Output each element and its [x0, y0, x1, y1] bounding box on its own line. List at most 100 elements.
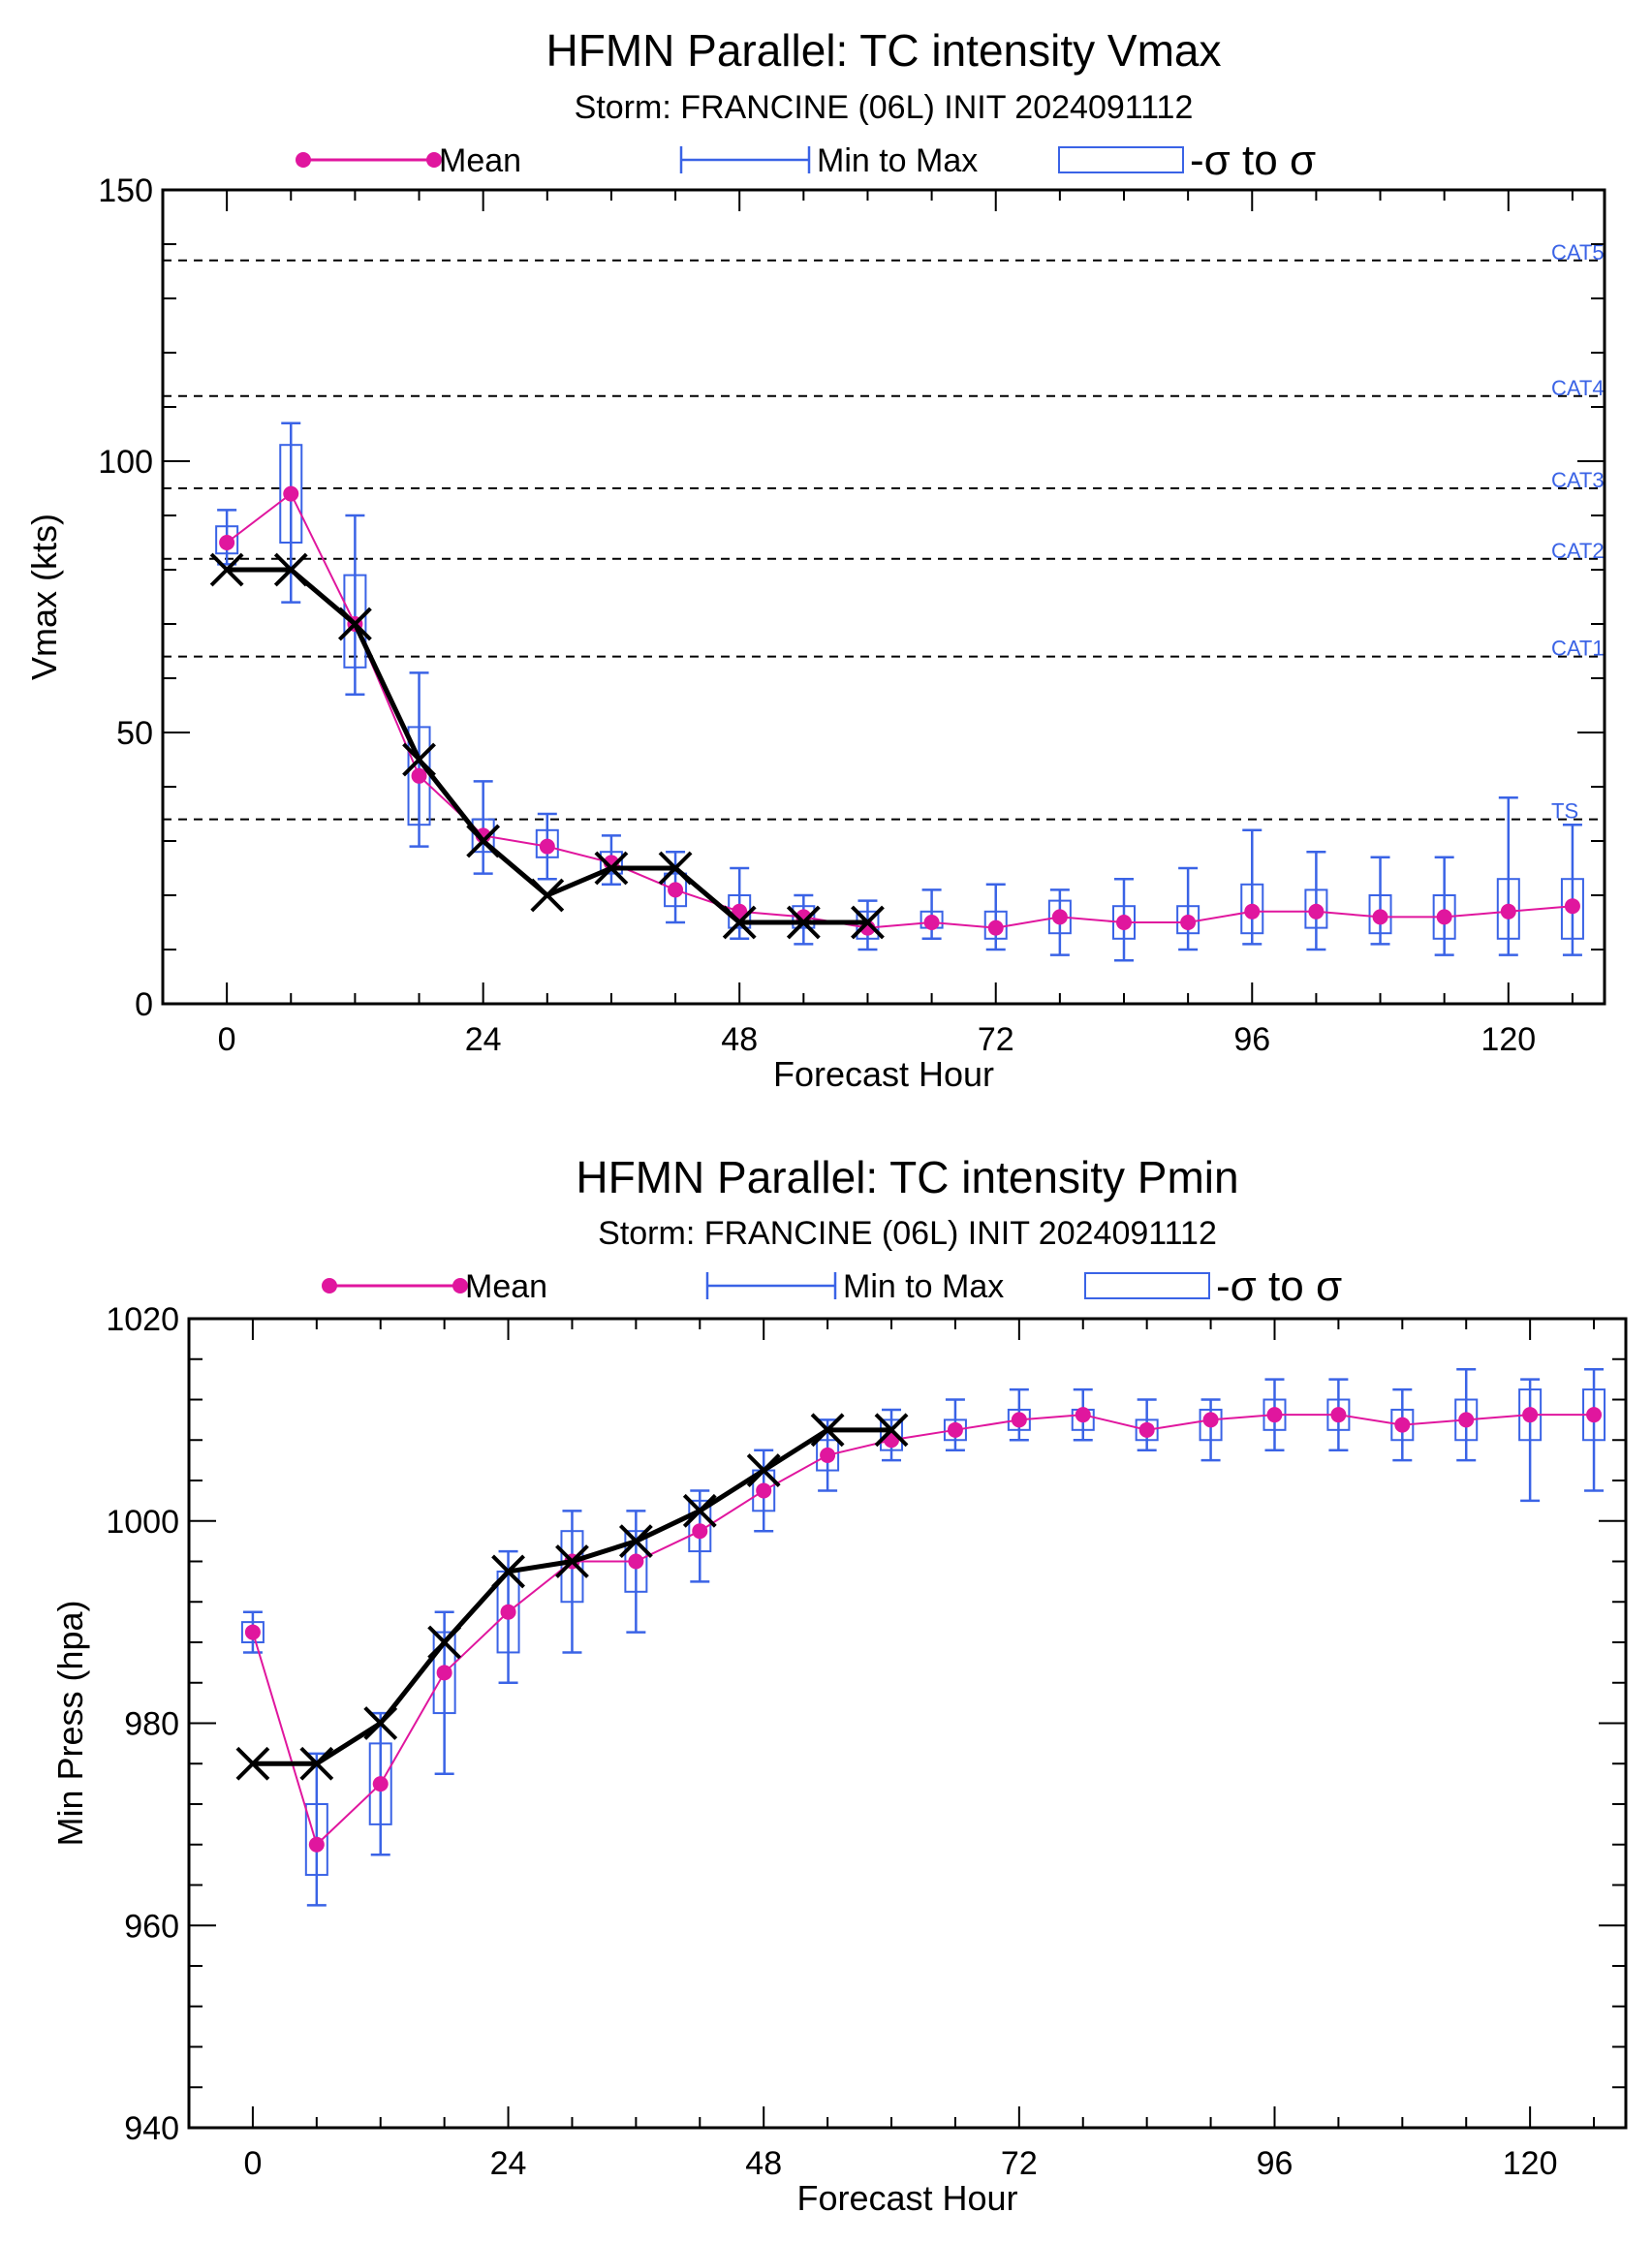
mean-point [756, 1482, 772, 1499]
x-tick-label: 72 [978, 1021, 1014, 1058]
legend: Mean Min to Max -σ to σ [322, 1262, 1342, 1310]
best-track-marker [466, 824, 501, 858]
best-track-marker [363, 1706, 398, 1740]
mean-point [1586, 1407, 1603, 1423]
x-tick-label: 120 [1481, 1021, 1536, 1058]
mean-point [1011, 1412, 1027, 1428]
legend-mean-marker [426, 152, 442, 168]
sigma-box [1304, 888, 1328, 929]
legend-label-sigma: -σ to σ [1190, 137, 1316, 184]
mean-point [1138, 1421, 1155, 1438]
mean-point [1372, 909, 1388, 925]
chart-title: HFMN Parallel: TC intensity Vmax [546, 25, 1222, 76]
x-tick-label: 96 [1233, 1021, 1270, 1058]
legend-label-sigma: -σ to σ [1216, 1262, 1342, 1310]
threshold-label: CAT4 [1551, 376, 1605, 400]
legend-mean-marker [452, 1278, 468, 1293]
mean-point [1330, 1407, 1347, 1423]
best-track-marker [594, 851, 629, 886]
mean-point [947, 1421, 963, 1438]
threshold-label: CAT1 [1551, 637, 1605, 661]
x-axis-label: Forecast Hour [773, 1054, 994, 1094]
sigma-box [279, 444, 303, 545]
best-track-marker [555, 1544, 589, 1578]
threshold-label: CAT2 [1551, 539, 1605, 563]
sigma-box [240, 1621, 265, 1643]
best-track-marker [722, 905, 757, 940]
best-track-marker [235, 1746, 270, 1781]
x-tick-label: 48 [721, 1021, 758, 1058]
y-tick-label: 960 [124, 1908, 179, 1945]
chart-title: HFMN Parallel: TC intensity Pmin [576, 1152, 1238, 1202]
chart-subtitle: Storm: FRANCINE (06L) INIT 2024091112 [575, 89, 1194, 126]
mean-line [226, 492, 1574, 929]
legend-label-mean: Mean [465, 1268, 547, 1305]
legend: Mean Min to Max -σ to σ [296, 137, 1316, 184]
sigma-box [664, 872, 688, 908]
legend-mean-marker [296, 152, 311, 168]
chart-subtitle: Storm: FRANCINE (06L) INIT 2024091112 [598, 1215, 1217, 1252]
mean-point [1051, 909, 1068, 925]
best-track-marker [273, 552, 308, 587]
x-tick-label: 24 [490, 2145, 527, 2182]
chart-panel-1: HFMN Parallel: TC intensity Vmax Storm: F… [24, 25, 1606, 1094]
legend-label-range: Min to Max [843, 1268, 1004, 1305]
mean-point [539, 838, 555, 855]
legend-label-range: Min to Max [817, 142, 978, 179]
mean-point [1202, 1412, 1219, 1428]
mean-point [820, 1447, 836, 1463]
x-tick-label: 120 [1503, 2145, 1558, 2182]
x-tick-label: 24 [465, 1021, 502, 1058]
legend-label-mean: Mean [439, 142, 521, 179]
sigma-box [1560, 878, 1584, 940]
mean-point [628, 1553, 644, 1570]
mean-line [251, 1414, 1595, 1847]
mean-point [244, 1624, 261, 1640]
sigma-box [1496, 878, 1520, 940]
best-track-series [235, 1413, 909, 1781]
mean-point [732, 903, 748, 919]
threshold-label: CAT3 [1551, 468, 1605, 492]
best-track-marker [746, 1453, 781, 1487]
best-track-marker [810, 1413, 845, 1448]
mean-point [411, 767, 427, 784]
sigma-box [1240, 883, 1264, 935]
mean-point [1564, 898, 1580, 915]
ensemble-series [215, 421, 1584, 962]
best-track-marker [337, 607, 372, 641]
sigma-box [816, 1439, 840, 1472]
sigma-box [1199, 1408, 1223, 1442]
sigma-box [560, 1530, 584, 1604]
best-track-marker [682, 1493, 717, 1528]
y-axis-label: Min Press (hpa) [50, 1600, 90, 1846]
mean-point [308, 1836, 325, 1853]
y-tick-label: 0 [135, 986, 153, 1023]
y-tick-label: 1000 [106, 1504, 179, 1541]
mean-point [500, 1604, 516, 1620]
legend-mean-marker [322, 1278, 337, 1293]
mean-point [1394, 1417, 1411, 1433]
mean-point [1522, 1407, 1539, 1423]
x-axis-label: Forecast Hour [796, 2178, 1017, 2218]
best-track-marker [658, 851, 693, 886]
x-tick-label: 0 [243, 2145, 262, 2182]
mean-point [923, 915, 940, 930]
sigma-box [432, 1631, 456, 1715]
best-track-marker [786, 905, 821, 940]
sigma-box [880, 1418, 904, 1451]
y-axis-label: Vmax (kts) [24, 514, 64, 680]
y-tick-label: 940 [124, 2110, 179, 2147]
mean-point [1075, 1407, 1091, 1423]
best-track-marker [299, 1746, 334, 1781]
mean-point [668, 882, 684, 898]
legend-sigma-box [1084, 1272, 1210, 1299]
y-tick-label: 150 [98, 172, 153, 209]
mean-point [1116, 915, 1132, 930]
sigma-box [599, 851, 623, 875]
y-tick-label: 980 [124, 1706, 179, 1743]
best-track-marker [427, 1625, 462, 1660]
mean-point [1500, 903, 1516, 919]
mean-point [219, 535, 235, 550]
mean-point [1266, 1407, 1283, 1423]
